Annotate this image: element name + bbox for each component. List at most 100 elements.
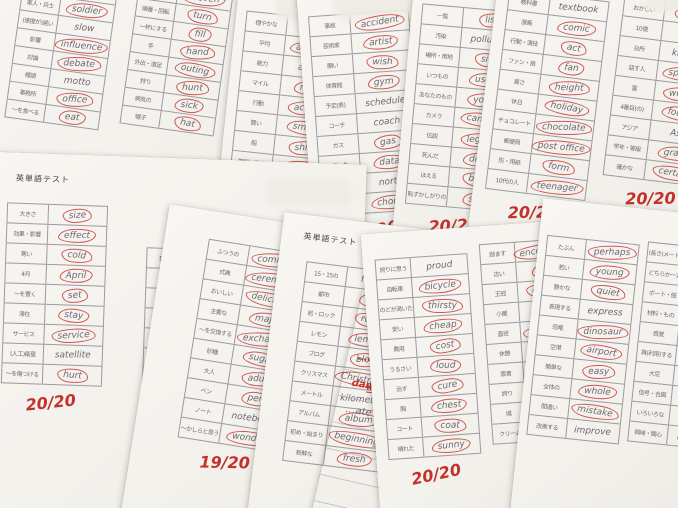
japanese-prompt: たぶん: [546, 235, 587, 259]
answer-cell: April: [46, 265, 105, 286]
vocab-grid: たぶん perhaps 若い young 静かな quiet 表現する express 恐竜 di…: [526, 234, 640, 445]
answer-cell: hurt: [43, 365, 102, 386]
handwritten-answer-circled: eat: [57, 108, 86, 126]
handwritten-answer: coach: [372, 115, 401, 128]
handwritten-answer-circled: comic: [556, 19, 597, 37]
japanese-prompt: カメラ: [412, 104, 456, 127]
handwritten-answer: express: [587, 305, 624, 319]
answer-cell: stay: [45, 305, 104, 326]
handwritten-answer-circled: hat: [172, 113, 202, 133]
japanese-prompt: 全体の: [531, 375, 573, 399]
handwritten-answer-circled: wish: [366, 54, 399, 70]
handwritten-answer-circled: hunt: [175, 79, 209, 96]
paper-title: 英単語テスト: [15, 173, 71, 185]
japanese-prompt: 芸術家: [310, 34, 353, 57]
handwritten-answer-circled: holiday: [543, 96, 590, 119]
answer-cell: bicycle: [412, 274, 469, 297]
handwritten-answer-circled: bicycle: [418, 276, 463, 295]
japanese-prompt: 〜を傷つける: [1, 363, 44, 384]
japanese-prompt: 事故: [309, 14, 352, 37]
answer-cell: cost: [416, 334, 473, 357]
japanese-prompt: いつもの: [416, 64, 459, 87]
japanese-prompt: 休憩: [486, 342, 524, 364]
handwritten-answer-circled: height: [548, 80, 590, 96]
handwritten-answer-circled: young: [589, 263, 631, 281]
japanese-prompt: 治す: [383, 377, 421, 400]
japanese-prompt: 胸: [385, 397, 422, 420]
japanese-prompt: 安い: [379, 317, 417, 340]
handwritten-answer-circled: artist: [362, 32, 400, 51]
japanese-prompt: コート: [386, 417, 424, 440]
handwritten-answer-circled: speaker: [661, 64, 678, 84]
japanese-prompt: 大きさ: [7, 203, 50, 224]
handwritten-answer: textbook: [558, 1, 599, 16]
japanese-prompt: 4月: [5, 263, 48, 284]
japanese-prompt: 10代の人: [486, 169, 530, 193]
japanese-prompt: 古い: [481, 262, 518, 285]
handwritten-answer-circled: hurt: [56, 366, 89, 384]
japanese-prompt: 励ます: [479, 242, 517, 265]
vocab-grid: 誇りに思う proud 自転車 bicycle のどが渇いた thirsty 安い cheap…: [374, 253, 482, 461]
handwritten-answer-circled: whole: [577, 383, 617, 400]
japanese-prompt: 費用: [381, 337, 418, 360]
japanese-prompt: 王冠: [482, 282, 519, 305]
answer-cell: cold: [47, 245, 106, 266]
japanese-prompt: 誇りに思う: [375, 258, 412, 280]
japanese-prompt: あなたのもの: [414, 84, 458, 107]
japanese-prompt: 確かな: [603, 155, 647, 180]
answer-cell: loud: [418, 354, 475, 377]
japanese-prompt: 若い: [544, 255, 585, 279]
japanese-prompt: 場所・用地: [418, 44, 461, 67]
handwritten-answer-circled: airport: [579, 341, 624, 362]
japanese-prompt: 簡単な: [533, 355, 575, 379]
handwritten-answer-circled: perhaps: [587, 244, 637, 260]
answer-column: 教科書 textbook 漫画 comic 行動・演技 act ファン・扇 fan 高さ heig…: [482, 0, 610, 228]
japanese-prompt: 信号・合図: [632, 381, 674, 405]
japanese-prompt: ほえる: [407, 163, 451, 187]
vocab-row: 興味・関心interest: [628, 421, 678, 450]
handwritten-answer-circled: fill: [187, 25, 212, 43]
answer-column: 神god11(の)eleven順番・回転turn一杯にするfill手hand外出…: [119, 0, 237, 137]
handwritten-answer-circled: chest: [430, 396, 468, 415]
japanese-prompt: ガス: [317, 134, 360, 156]
handwritten-answer-circled: gym: [367, 73, 401, 91]
handwritten-answer-circled: service: [51, 327, 97, 344]
japanese-prompt: 恐竜: [537, 315, 579, 339]
handwritten-answer-circled: easy: [582, 364, 616, 379]
handwritten-answer: improve: [574, 424, 612, 438]
answer-cell: certain: [644, 160, 678, 186]
handwritten-answer-circled: hand: [179, 44, 215, 60]
japanese-prompt: 予定(表): [314, 94, 357, 117]
answer-cell: thirsty: [413, 294, 470, 317]
handwritten-answer-circled: gas: [373, 132, 403, 151]
handwritten-answer-circled: cure: [430, 375, 465, 395]
handwritten-answer-circled: thirsty: [421, 298, 463, 313]
handwritten-answer-circled: dinosaur: [577, 324, 630, 340]
handwritten-answer: schedule: [364, 94, 406, 109]
answer-cell: service: [44, 325, 103, 346]
vocab-grid: 神god11(の)eleven順番・回転turn一杯にするfill手hand外出…: [119, 0, 237, 137]
japanese-prompt: 汚染: [419, 24, 463, 47]
vocab-grid: 大きさ size 効果・影響 effect 寒い cold 4月 April 〜を置く set 滞在…: [0, 202, 109, 387]
handwritten-answer-circled: cost: [428, 336, 461, 355]
handwritten-answer: slow: [73, 21, 95, 35]
handwritten-answer-circled: certain: [651, 162, 678, 184]
japanese-prompt: 伝説: [411, 124, 454, 147]
japanese-prompt: コーチ: [316, 114, 359, 136]
answer-column: 大きさ size 効果・影響 effect 寒い cold 4月 April 〜を置く set 滞在…: [0, 202, 109, 415]
answer-cell: size: [48, 205, 107, 226]
handwritten-answer-circled: fan: [557, 59, 586, 76]
handwritten-answer-circled: post office: [531, 137, 592, 157]
japanese-prompt: 死んだ: [409, 143, 452, 167]
handwritten-answer-circled: sick: [174, 96, 205, 114]
japanese-prompt: 寒い: [6, 243, 48, 264]
japanese-prompt: 誇り: [489, 382, 526, 404]
japanese-prompt: 興味・関心: [628, 421, 669, 445]
answer-columns: たぶん perhaps 若い young 静かな quiet 表現する express 恐竜 di…: [526, 234, 678, 455]
japanese-prompt: 改善する: [527, 414, 569, 438]
japanese-prompt: うるさい: [382, 357, 419, 380]
japanese-prompt: 再(利用)する: [636, 341, 678, 365]
japanese-prompt: 空港: [535, 335, 577, 359]
answer-cell: interest: [667, 426, 678, 450]
handwritten-answer-circled: coat: [434, 417, 467, 433]
